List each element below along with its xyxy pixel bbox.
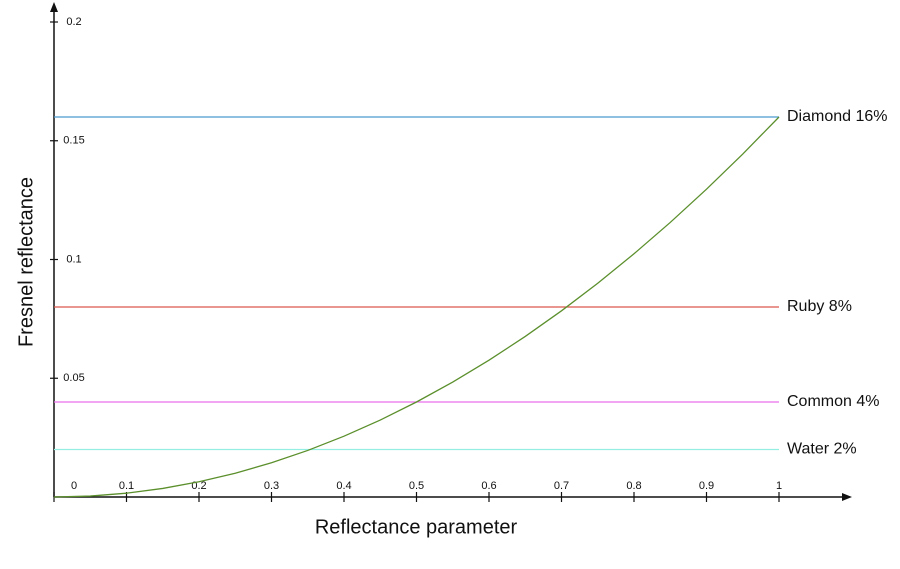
- y-tick-label: 0.1: [66, 253, 81, 265]
- x-tick-label: 0: [71, 480, 77, 492]
- y-tick-label: 0.05: [63, 372, 84, 384]
- reference-label: Ruby 8%: [787, 298, 852, 315]
- x-tick-label: 0.1: [119, 480, 134, 492]
- reference-label: Diamond 16%: [787, 108, 888, 125]
- y-axis-title: Fresnel reflectance: [15, 177, 37, 347]
- reference-label: Water 2%: [787, 441, 857, 458]
- y-tick-label: 0.2: [66, 16, 81, 28]
- x-axis-title: Reflectance parameter: [315, 516, 518, 538]
- y-tick-label: 0.15: [63, 135, 84, 147]
- x-tick-label: 1: [776, 480, 782, 492]
- x-tick-label: 0.5: [409, 480, 424, 492]
- curve: [53, 116, 780, 498]
- x-tick-label: 0.7: [554, 480, 569, 492]
- x-tick-label: 0.4: [336, 480, 351, 492]
- x-axis-arrow: [842, 493, 852, 501]
- x-tick-label: 0.9: [699, 480, 714, 492]
- x-tick-label: 0.6: [481, 480, 496, 492]
- x-tick-label: 0.3: [264, 480, 279, 492]
- y-axis-arrow: [50, 2, 58, 12]
- reference-label: Common 4%: [787, 393, 879, 410]
- x-tick-label: 0.8: [626, 480, 641, 492]
